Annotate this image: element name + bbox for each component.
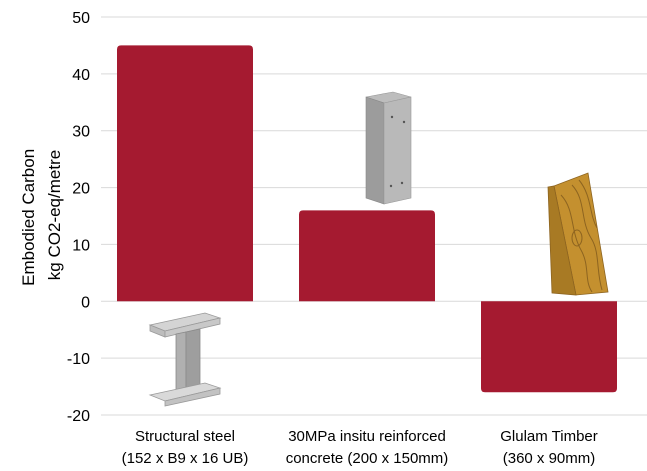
y-tick-label: 20 [72, 181, 90, 198]
category-label: concrete (200 x 150mm) [286, 450, 449, 467]
category-label: 30MPa insitu reinforced [288, 428, 446, 445]
y-tick-label: -20 [67, 408, 90, 425]
y-tick-label: -10 [67, 351, 90, 368]
y-tick-label: 40 [72, 67, 90, 84]
y-tick-label: 10 [72, 237, 90, 254]
y-tick-labels: 50 40 30 20 10 0 -10 -20 [67, 10, 90, 425]
y-axis-title-line-2: kg CO2-eq/metre [45, 150, 64, 280]
bar [117, 45, 253, 302]
category-label: Glulam Timber [500, 428, 598, 445]
y-tick-label: 0 [81, 294, 90, 311]
steel-i-beam-icon [148, 312, 222, 407]
category-label: Structural steel [135, 428, 235, 445]
y-axis-title: Embodied Carbon kg CO2-eq/metre [19, 144, 64, 286]
y-tick-label: 50 [72, 10, 90, 27]
bar [299, 210, 435, 302]
category-label: (152 x B9 x 16 UB) [122, 450, 249, 467]
category-labels: Structural steel (152 x B9 x 16 UB) 30MPa … [122, 428, 598, 467]
concrete-column-icon [365, 91, 412, 205]
category-label: (360 x 90mm) [503, 450, 596, 467]
timber-plank-icon [547, 172, 609, 296]
bars [117, 45, 617, 393]
bar [481, 301, 617, 393]
y-tick-label: 30 [72, 124, 90, 141]
y-axis-title-line-1: Embodied Carbon [19, 149, 38, 286]
